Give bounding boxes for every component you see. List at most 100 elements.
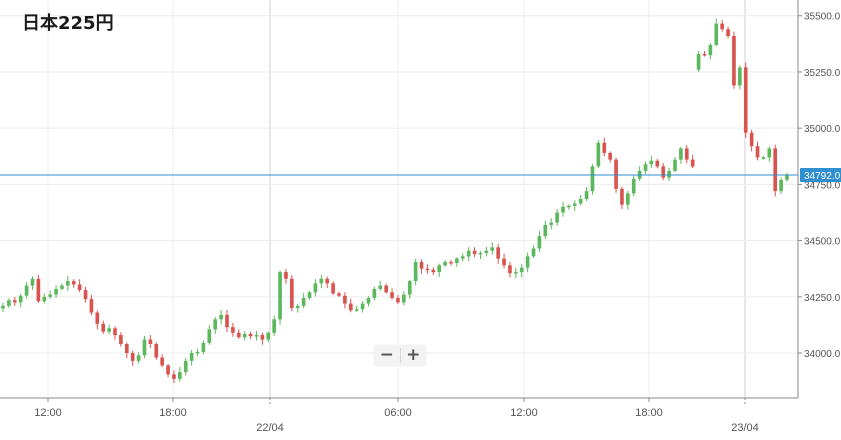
candle-body <box>89 299 94 313</box>
x-tick-label: 12:00 <box>510 407 538 419</box>
candle-body <box>714 23 719 45</box>
candle-body <box>537 236 542 249</box>
zoom-controls: − + <box>374 345 426 366</box>
candle-body <box>60 285 64 289</box>
candle-body <box>655 160 660 167</box>
candle-body <box>531 248 536 257</box>
candle-body <box>313 283 318 293</box>
candle-body <box>113 328 117 336</box>
candle-body <box>142 339 147 356</box>
candle-body <box>284 272 288 279</box>
candle-body <box>148 339 153 345</box>
candle-body <box>343 295 347 304</box>
day-label: 23/04 <box>731 422 759 434</box>
candle-body <box>608 152 612 160</box>
candle-body <box>596 142 601 167</box>
x-tick-label: 06:00 <box>384 407 412 419</box>
candle-body <box>231 327 235 333</box>
candle-body <box>278 272 282 320</box>
candle-body <box>455 258 459 264</box>
candle-body <box>248 333 253 337</box>
candle-body <box>307 292 312 298</box>
candle-body <box>425 268 430 271</box>
candle-body <box>12 300 17 303</box>
candle-body <box>614 159 618 189</box>
candle-body <box>378 285 383 289</box>
candle-body <box>130 353 135 361</box>
x-tick-label: 12:00 <box>34 407 62 419</box>
candle-body <box>319 278 324 284</box>
y-tick-label: 34000.0 <box>804 349 841 360</box>
candle-body <box>266 332 271 340</box>
candle-body <box>295 305 300 309</box>
candle-body <box>160 357 164 366</box>
candle-body <box>460 256 465 259</box>
candle-body <box>761 157 766 159</box>
candle-body <box>478 252 483 255</box>
candle-body <box>301 297 306 306</box>
y-tick-label: 35500.0 <box>804 12 841 23</box>
candle-body <box>785 175 789 180</box>
candle-body <box>673 159 677 171</box>
candle-body <box>71 281 76 285</box>
candle-body <box>767 148 772 158</box>
candle-body <box>679 148 683 160</box>
candle-body <box>519 267 524 273</box>
candle-body <box>195 351 200 354</box>
candle-body <box>419 261 424 269</box>
candle-body <box>166 365 170 375</box>
candle-body <box>360 303 365 310</box>
candle-body <box>390 292 394 298</box>
candle-body <box>590 166 595 192</box>
candle-body <box>702 53 707 56</box>
candle-body <box>690 159 695 167</box>
candle-body <box>578 199 583 204</box>
candle-body <box>743 67 748 133</box>
x-tick-label: 18:00 <box>635 407 663 419</box>
candle-body <box>337 293 341 296</box>
candle-body <box>667 170 671 178</box>
y-tick-label: 34250.0 <box>804 293 841 304</box>
candle-body <box>42 296 47 302</box>
candle-body <box>643 164 648 171</box>
candle-body <box>502 258 506 266</box>
candle-body <box>366 297 371 304</box>
candle-body <box>732 35 736 86</box>
candle-body <box>720 23 724 30</box>
candle-body <box>372 288 377 298</box>
candle-body <box>755 146 760 158</box>
candle-body <box>236 332 241 338</box>
candle-body <box>413 261 418 282</box>
candle-body <box>172 374 176 379</box>
candle-body <box>354 309 359 311</box>
candle-body <box>178 372 182 379</box>
candle-body <box>30 278 35 286</box>
zoom-out-button[interactable]: − <box>379 345 394 365</box>
zoom-in-button[interactable]: + <box>406 345 421 365</box>
candle-body <box>254 335 259 337</box>
candle-body <box>54 288 58 295</box>
candle-body <box>219 314 223 320</box>
candle-body <box>567 205 571 208</box>
y-tick-label: 35000.0 <box>804 124 841 135</box>
y-tick-label: 34500.0 <box>804 237 841 248</box>
candle-body <box>684 148 689 160</box>
candle-body <box>402 294 406 303</box>
candle-body <box>726 29 730 36</box>
candle-body <box>348 303 353 311</box>
candle-body <box>649 160 654 165</box>
candle-body <box>525 256 530 268</box>
candle-body <box>77 284 82 291</box>
candle-body <box>189 353 194 361</box>
candle-body <box>696 53 701 70</box>
candle-body <box>242 333 247 338</box>
candle-body <box>325 278 330 284</box>
candle-body <box>602 142 607 153</box>
chart-title: 日本225円 <box>22 13 114 34</box>
candle-body <box>749 132 754 147</box>
candle-body <box>272 319 276 333</box>
candle-body <box>738 67 742 86</box>
candle-body <box>543 224 548 237</box>
